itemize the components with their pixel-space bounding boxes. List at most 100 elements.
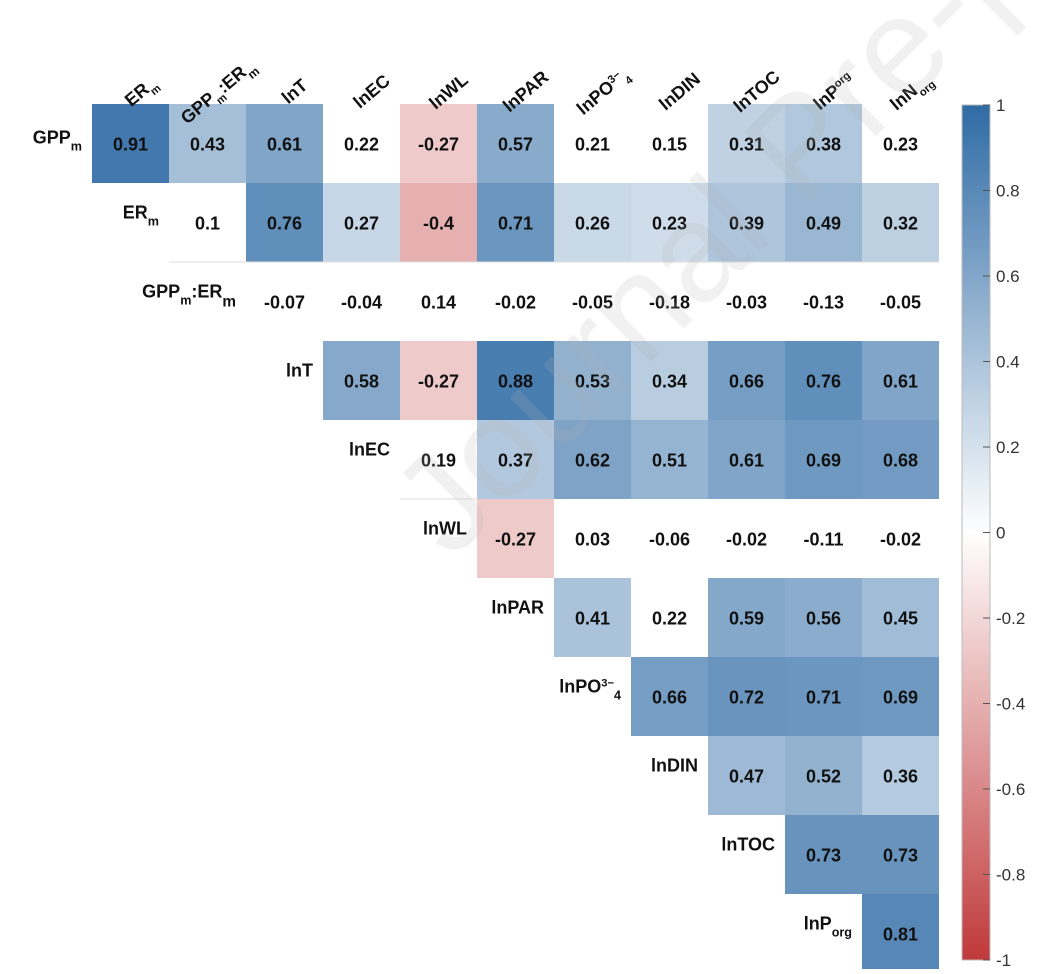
heatmap-cell [785,420,862,499]
cell-value-label: 0.32 [883,214,918,234]
cell-value-label: 0.52 [806,767,841,787]
heatmap-cell [400,341,477,420]
cell-value-label: 0.47 [729,767,764,787]
heatmap-cell [708,104,785,183]
heatmap-cell [785,104,862,183]
cell-value-label: -0.02 [726,530,767,550]
row-label: GPPm [33,128,82,154]
heatmap-cell [708,578,785,657]
row-label: GPPm:ERm [142,282,236,311]
cell-value-label: -0.02 [880,530,921,550]
cell-value-label: -0.06 [649,530,690,550]
colorbar-tick-label: 1 [996,96,1005,115]
cell-value-label: 0.61 [267,135,302,155]
cell-value-label: -0.04 [341,293,382,313]
cell-value-label: 0.76 [267,214,302,234]
column-label: lnDIN [655,69,704,115]
heatmap-cell [323,183,400,262]
row-label: lnWL [423,519,467,539]
cell-value-label: -0.13 [803,293,844,313]
cell-value-label: 0.58 [344,372,379,392]
heatmap-cell [862,420,939,499]
row-label: lnTOC [721,835,775,855]
cell-value-label: 0.43 [190,135,225,155]
cell-value-label: 0.37 [498,451,533,471]
heatmap-cell [477,104,554,183]
heatmap-cell [785,578,862,657]
cell-value-label: 0.71 [498,214,533,234]
cell-value-label: 0.62 [575,451,610,471]
cell-value-label: -0.4 [423,214,454,234]
heatmap-cell [554,578,631,657]
cell-value-label: 0.22 [652,609,687,629]
cell-value-label: 0.76 [806,372,841,392]
heatmap-cell [323,341,400,420]
heatmap-cells: 0.91 0.43 0.61 0.22 -0.27 0.57 0.21 0.15 0.31 0.3… [92,104,939,973]
colorbar-tick-label: -0.8 [996,866,1025,885]
cell-value-label: 0.36 [883,767,918,787]
cell-value-label: -0.07 [264,293,305,313]
cell-value-label: 0.49 [806,214,841,234]
heatmap-cell [554,183,631,262]
cell-value-label: 0.45 [883,609,918,629]
heatmap-cell [862,183,939,262]
heatmap-cell [400,104,477,183]
row-label: ERm [123,203,159,229]
cell-value-label: 0.68 [883,451,918,471]
cell-value-label: 0.61 [729,451,764,471]
heatmap-cell [477,341,554,420]
row-label: lnPorg [804,914,852,940]
cell-value-label: 0.91 [113,135,148,155]
heatmap-cell [862,657,939,736]
cell-value-label: 0.41 [575,609,610,629]
heatmap-cell [862,736,939,815]
heatmap-cell [631,183,708,262]
heatmap-cell [477,499,554,578]
cell-value-label: 0.53 [575,372,610,392]
row-label: lnT [286,361,313,381]
heatmap-cell [708,657,785,736]
colorbar-tick-label: -0.6 [996,780,1025,799]
cell-value-label: -0.02 [495,293,536,313]
cell-value-label: -0.05 [880,293,921,313]
heatmap-cell [785,341,862,420]
heatmap-cell [785,657,862,736]
cell-value-label: 0.72 [729,688,764,708]
cell-value-label: 0.88 [498,372,533,392]
cell-value-label: -0.18 [649,293,690,313]
heatmap-cell [554,420,631,499]
cell-value-label: 0.1 [195,214,220,234]
cell-value-label: 0.38 [806,135,841,155]
row-label: lnEC [349,440,390,460]
colorbar-tick-label: 0.2 [996,438,1020,457]
column-label: lnNorg [886,69,938,118]
cell-value-label: -0.03 [726,293,767,313]
cell-value-label: -0.05 [572,293,613,313]
heatmap-cell [477,420,554,499]
heatmap-cell [785,183,862,262]
heatmap-cell [631,657,708,736]
heatmap-cell [708,736,785,815]
cell-value-label: 0.03 [575,530,610,550]
cell-value-label: 0.56 [806,609,841,629]
heatmap-cell [169,104,246,183]
colorbar-tick-label: 0.4 [996,353,1020,372]
heatmap-cell [246,183,323,262]
cell-value-label: 0.66 [729,372,764,392]
cell-value-label: 0.66 [652,688,687,708]
cell-value-label: 0.81 [883,925,918,945]
heatmap-cell [631,341,708,420]
cell-value-label: -0.27 [418,372,459,392]
heatmap-cell [631,420,708,499]
cell-value-label: 0.23 [652,214,687,234]
row-label: lnPAR [491,598,544,618]
heatmap-cell [862,894,939,973]
heatmap-cell [708,420,785,499]
column-label: lnPO3−4 [573,64,636,123]
heatmap-cell [554,341,631,420]
cell-value-label: 0.51 [652,451,687,471]
cell-value-label: 0.73 [806,846,841,866]
heatmap-cell [862,578,939,657]
